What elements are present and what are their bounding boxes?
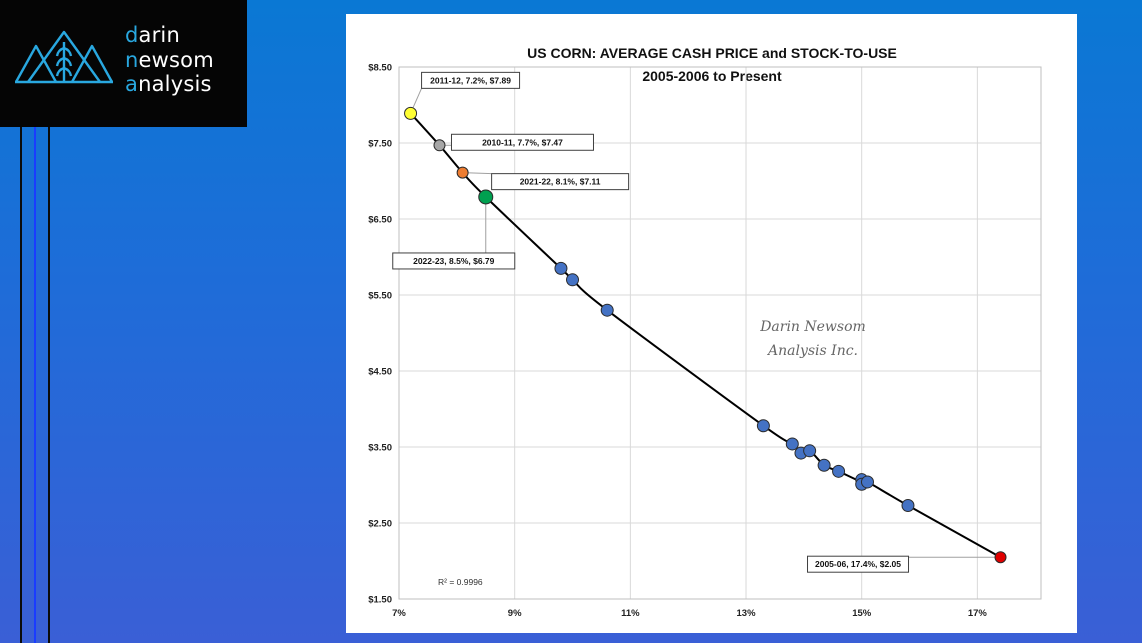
data-point xyxy=(566,273,580,287)
decor-line xyxy=(48,127,50,643)
data-point xyxy=(994,551,1007,564)
annotation-label: 2021-22, 8.1%, $7.11 xyxy=(520,177,601,187)
data-point xyxy=(456,166,469,179)
logo-wordmark: darin newsom analysis xyxy=(125,23,214,97)
logo-line-1: darin xyxy=(125,23,180,47)
y-tick-label: $2.50 xyxy=(368,519,392,530)
x-tick-label: 11% xyxy=(621,608,640,619)
y-tick-label: $8.50 xyxy=(368,63,392,74)
plot-area-border xyxy=(398,66,1042,600)
annotation-box xyxy=(450,133,594,151)
data-point xyxy=(832,464,846,478)
data-point xyxy=(785,437,799,451)
y-tick-label: $7.50 xyxy=(368,139,392,150)
x-tick-label: 15% xyxy=(852,608,872,619)
y-tick-label: $6.50 xyxy=(368,215,392,226)
watermark-line-2: Analysis Inc. xyxy=(766,343,858,359)
data-point xyxy=(901,499,915,513)
logo-line-2: newsom xyxy=(125,47,214,72)
data-point xyxy=(554,261,568,275)
x-tick-label: 9% xyxy=(508,608,522,619)
chart-subtitle: 2005-2006 to Present xyxy=(642,68,782,84)
annotation-label: 2005-06, 17.4%, $2.05 xyxy=(815,559,901,569)
y-tick-label: $4.50 xyxy=(368,367,392,378)
logo-box: darin newsom analysis xyxy=(0,0,247,127)
y-tick-label: $5.50 xyxy=(368,291,392,302)
y-tick-label: $3.50 xyxy=(368,443,392,454)
watermark-line-1: Darin Newsom xyxy=(759,319,866,335)
r-squared-label: R² = 0.9996 xyxy=(438,577,483,587)
annotation-label: 2022-23, 8.5%, $6.79 xyxy=(413,256,495,266)
x-tick-label: 7% xyxy=(392,608,406,619)
annotation-box xyxy=(491,173,630,191)
decor-line xyxy=(34,127,36,643)
data-point xyxy=(433,139,446,152)
data-point xyxy=(756,419,770,433)
annotation-box xyxy=(807,555,910,573)
annotation-label: 2010-11, 7.7%, $7.47 xyxy=(482,137,563,147)
data-point xyxy=(600,303,614,317)
annotation-label: 2011-12, 7.2%, $7.89 xyxy=(430,75,511,85)
decor-line xyxy=(20,127,22,643)
x-tick-label: 13% xyxy=(737,608,757,619)
x-tick-label: 17% xyxy=(968,608,988,619)
data-point xyxy=(478,189,494,205)
mountains-wheat-icon xyxy=(14,30,114,84)
scatter-chart: US CORN: AVERAGE CASH PRICE and STOCK-TO… xyxy=(368,45,1042,619)
data-point xyxy=(404,106,418,120)
data-point xyxy=(860,475,874,489)
annotation-box xyxy=(392,252,516,270)
y-tick-label: $1.50 xyxy=(368,595,392,606)
data-point xyxy=(803,444,817,458)
logo-line-3: analysis xyxy=(125,72,212,96)
data-point xyxy=(817,458,831,472)
annotation-box xyxy=(421,71,521,89)
chart-panel: US CORN: AVERAGE CASH PRICE and STOCK-TO… xyxy=(346,14,1077,633)
chart-title: US CORN: AVERAGE CASH PRICE and STOCK-TO… xyxy=(527,45,897,61)
